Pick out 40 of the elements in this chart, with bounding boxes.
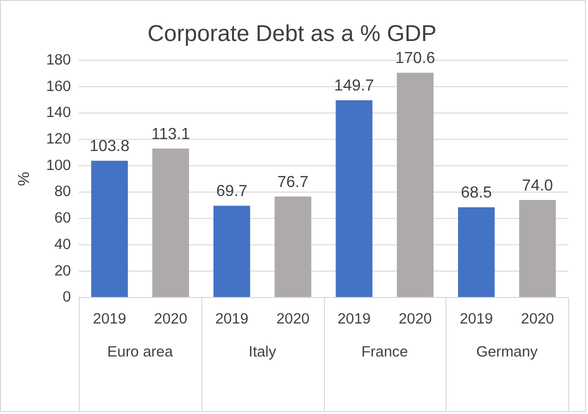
data-label: 170.6: [395, 50, 436, 68]
series-label: 2019: [92, 310, 126, 328]
data-label: 149.7: [334, 78, 374, 95]
x-tick-label: Italy: [248, 343, 277, 360]
data-label: 113.1: [151, 126, 190, 143]
bar: [336, 100, 372, 298]
data-label: 103.8: [90, 138, 130, 156]
text: 2019: [337, 310, 371, 328]
text: 2020: [398, 310, 432, 328]
bar: [519, 200, 556, 298]
chart-title: Corporate Debt as a % GDP: [147, 20, 437, 46]
data-label: 76.7: [277, 174, 309, 191]
x-tick-label: Germany: [476, 343, 538, 360]
bar: [152, 148, 190, 298]
bar: [91, 160, 128, 298]
y-axis-title: %: [16, 172, 33, 186]
y-tick-label: 120: [46, 130, 71, 148]
y-tick-label: 140: [46, 104, 71, 122]
y-tick-label: 0: [62, 288, 71, 306]
text: 2019: [215, 310, 248, 328]
y-tick-label: 100: [46, 156, 71, 174]
x-tick-label: Euro area: [107, 343, 174, 360]
x-tick-label: France: [361, 343, 408, 360]
y-tick-label: 160: [46, 78, 71, 95]
bar: [458, 207, 495, 298]
text: 2020: [276, 310, 310, 328]
y-tick-label: 60: [54, 210, 71, 227]
text: 2020: [520, 310, 554, 328]
data-label: 74.0: [522, 177, 554, 194]
text: 2019: [460, 310, 493, 328]
y-tick-label: 180: [46, 51, 71, 68]
y-tick-label: 20: [54, 262, 71, 280]
y-tick-label: 80: [54, 183, 71, 200]
data-label: 69.7: [216, 183, 248, 200]
series-label: 2020: [154, 310, 188, 328]
bar: [213, 206, 250, 298]
data-label: 68.5: [460, 184, 492, 202]
bar: [274, 196, 312, 298]
bar: [396, 72, 434, 298]
y-tick-label: 40: [54, 236, 71, 253]
